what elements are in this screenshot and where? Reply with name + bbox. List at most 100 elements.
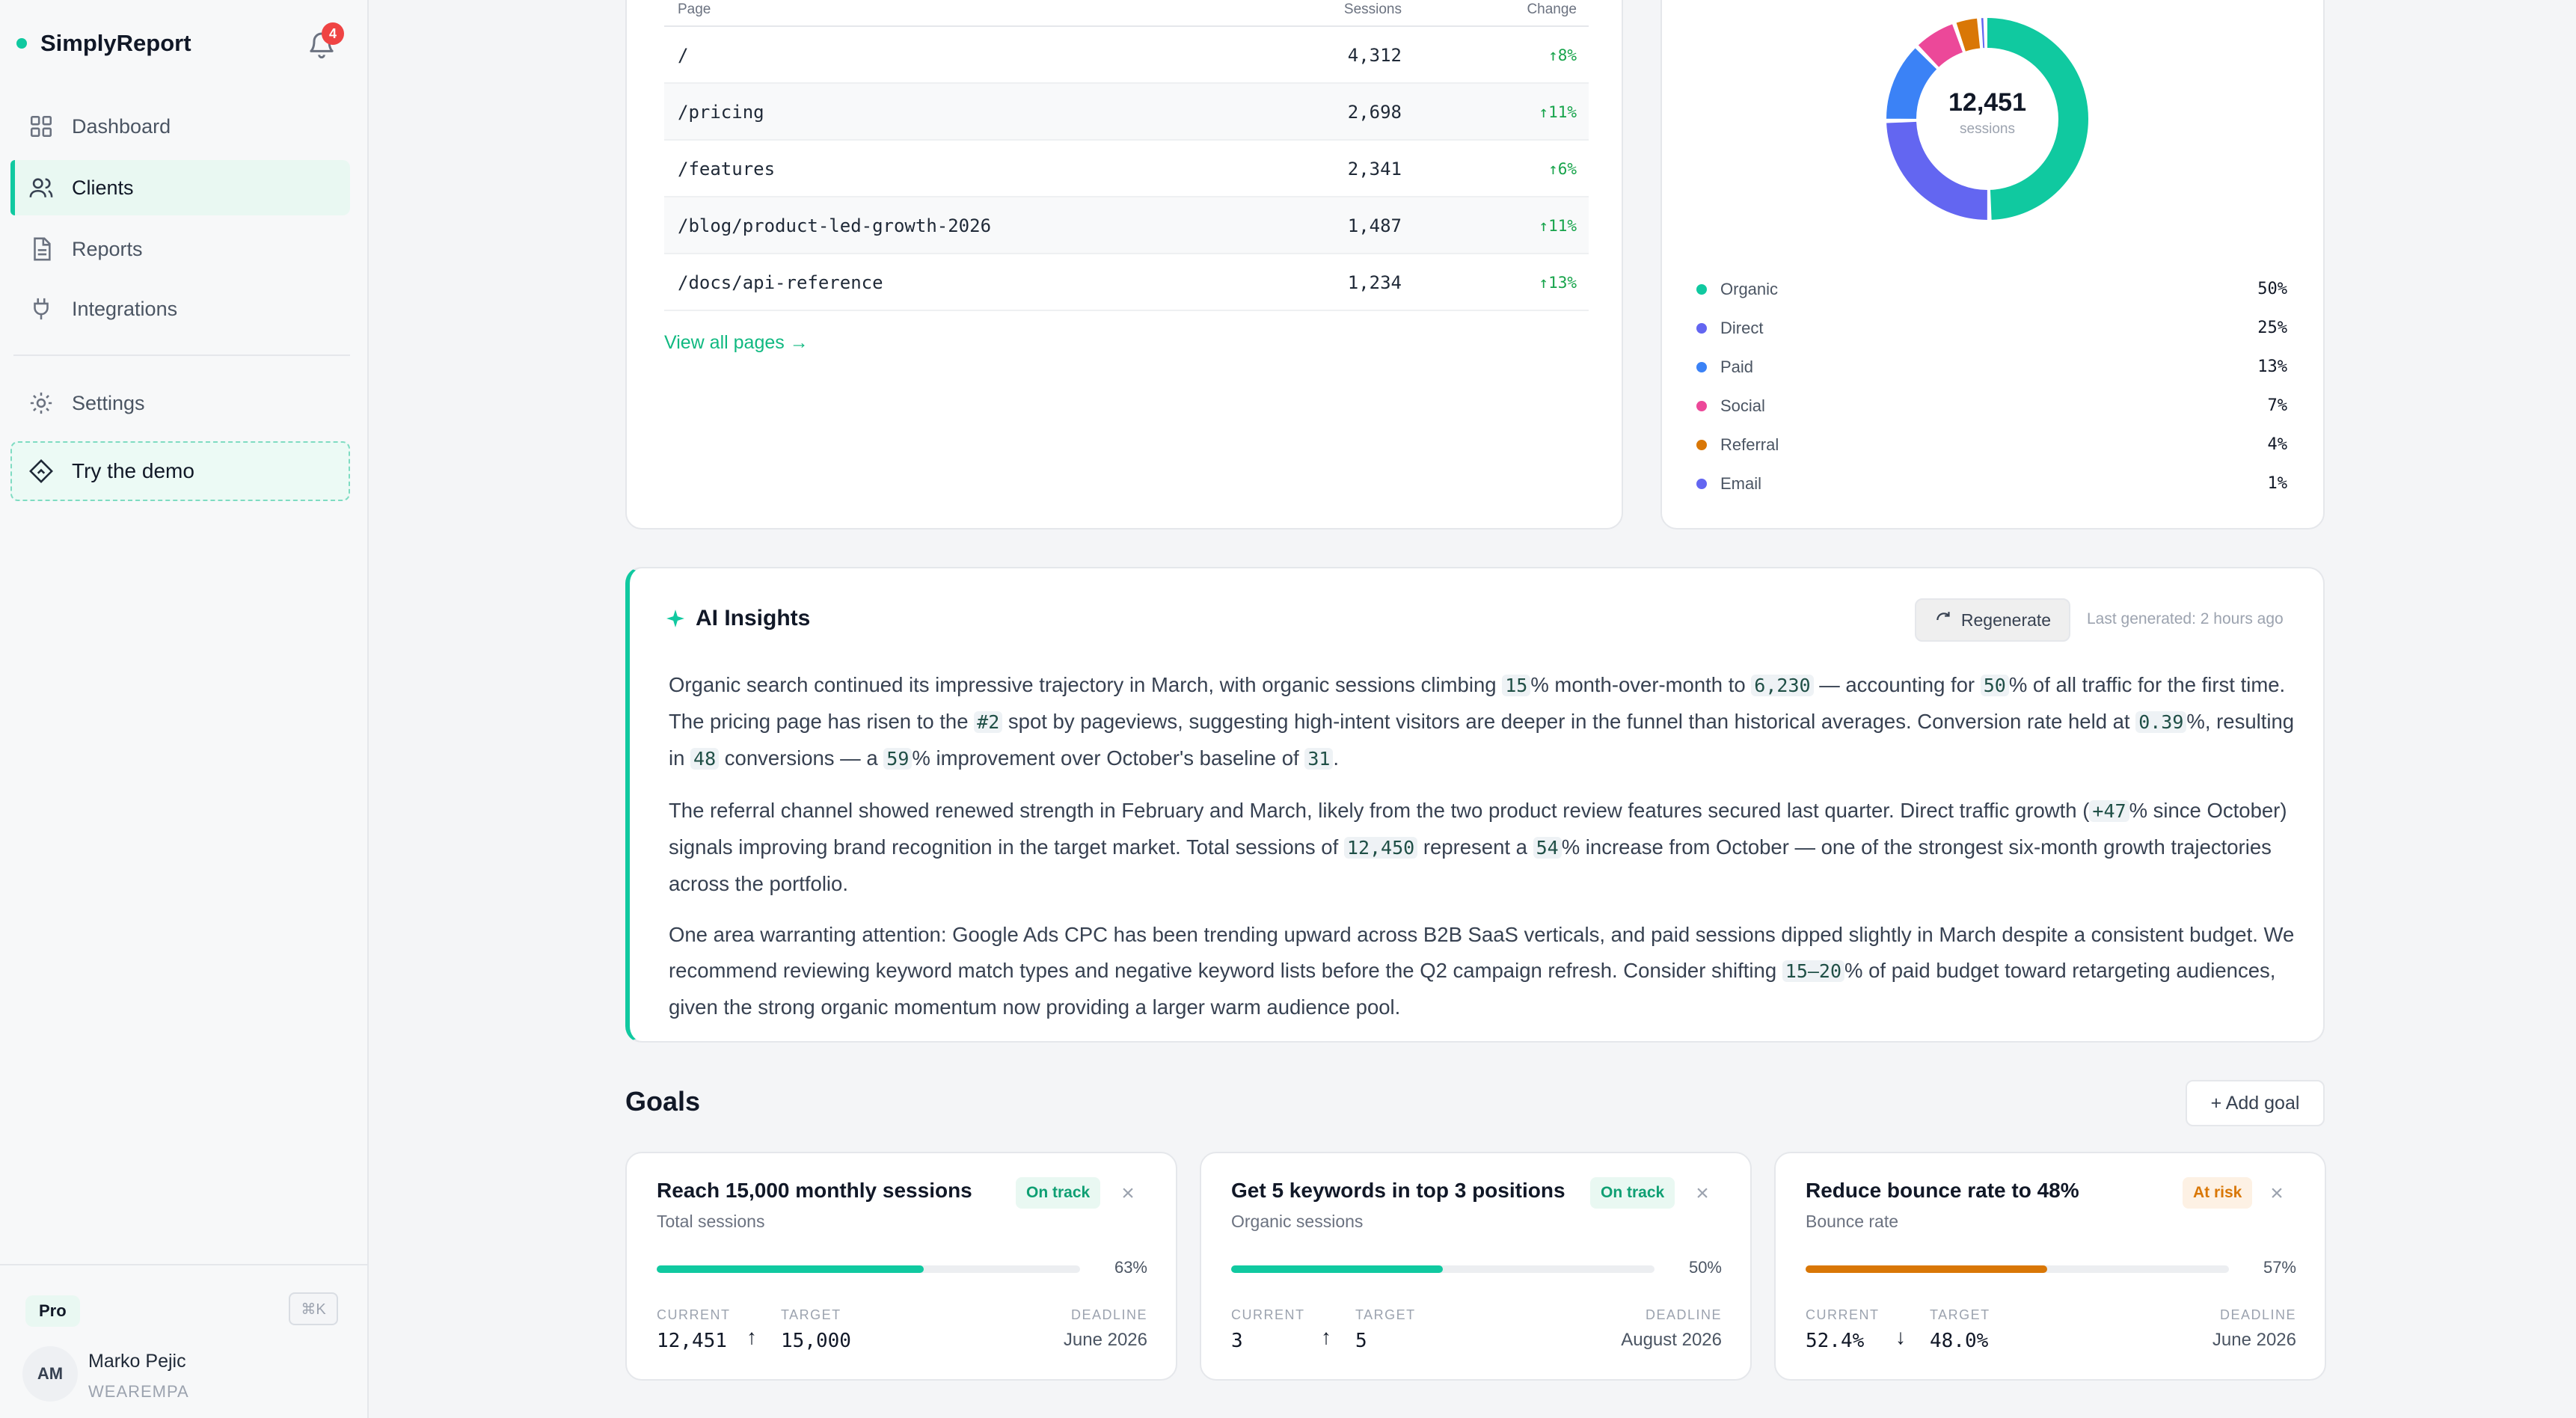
page-change: ↑11%	[1539, 103, 1577, 121]
status-badge: On track	[1590, 1177, 1675, 1209]
legend-label: Referral	[1720, 435, 1779, 454]
sidebar-item-label: Clients	[72, 176, 134, 199]
table-row[interactable]: /blog/product-led-growth-2026 1,487 ↑11%	[664, 197, 1589, 254]
highlight-value: 12,450	[1343, 837, 1418, 859]
close-icon[interactable]: ×	[1696, 1181, 1709, 1206]
add-goal-button[interactable]: + Add goal	[2186, 1080, 2325, 1126]
legend-item-direct: Direct 25%	[1696, 317, 2287, 340]
text: % improvement over October's baseline of	[912, 746, 1305, 770]
page-change: ↑13%	[1539, 274, 1577, 292]
text: — accounting for	[1813, 673, 1981, 696]
avatar[interactable]: AM	[22, 1346, 78, 1402]
progress-label: 57%	[2263, 1258, 2296, 1277]
regenerate-button[interactable]: Regenerate	[1915, 598, 2070, 642]
insight-paragraph: Organic search continued its impressive …	[669, 667, 2299, 777]
legend-dot	[1696, 284, 1707, 295]
trend-arrow-icon: ↑	[746, 1325, 757, 1348]
table-row[interactable]: /docs/api-reference 1,234 ↑13%	[664, 254, 1589, 311]
table-row[interactable]: /features 2,341 ↑6%	[664, 141, 1589, 197]
target-label: TARGET	[1355, 1307, 1416, 1322]
text: conversions — a	[719, 746, 884, 770]
current-label: CURRENT	[1231, 1307, 1305, 1322]
highlight-value: +47	[2089, 800, 2129, 822]
try-demo-button[interactable]: Try the demo	[10, 441, 350, 501]
table-row[interactable]: /pricing 2,698 ↑11%	[664, 84, 1589, 141]
legend-item-social: Social 7%	[1696, 395, 2287, 417]
page-path: /blog/product-led-growth-2026	[678, 215, 992, 236]
sidebar-item-reports[interactable]: Reports	[10, 221, 350, 277]
legend-label: Email	[1720, 474, 1762, 493]
donut-slice-organic	[1886, 18, 2088, 220]
trend-arrow-icon: ↑	[1321, 1325, 1331, 1348]
page-change: ↑11%	[1539, 217, 1577, 235]
text: .	[1333, 746, 1340, 770]
legend-value: 13%	[2257, 357, 2287, 376]
legend-label: Organic	[1720, 280, 1779, 298]
legend-item-paid: Paid 13%	[1696, 356, 2287, 378]
donut-total: 12,451	[1948, 88, 2026, 117]
legend-label: Direct	[1720, 319, 1764, 337]
sidebar-item-label: Integrations	[72, 297, 178, 320]
diamond-icon	[29, 459, 53, 483]
sidebar-item-label: Dashboard	[72, 114, 171, 138]
progress-track	[1231, 1265, 1655, 1273]
regenerate-label: Regenerate	[1960, 610, 2052, 630]
legend-value: 4%	[2267, 435, 2288, 454]
sidebar-item-dashboard[interactable]: Dashboard	[10, 99, 350, 154]
nav-divider	[13, 354, 350, 356]
sidebar-item-label: Settings	[72, 391, 145, 414]
target-label: TARGET	[1930, 1307, 1990, 1322]
close-icon[interactable]: ×	[1121, 1181, 1135, 1206]
view-all-pages-link[interactable]: View all pages →	[664, 332, 809, 353]
bell-icon[interactable]	[307, 28, 337, 61]
legend-dot	[1696, 440, 1707, 450]
brand[interactable]: SimplyReport	[16, 28, 191, 58]
refresh-icon	[1936, 612, 1950, 621]
page-sessions: 1,234	[1347, 272, 1402, 293]
highlight-value: 50	[1980, 675, 2009, 696]
column-header-sessions: Sessions	[1343, 1, 1402, 17]
command-shortcut[interactable]: ⌘K	[289, 1292, 338, 1325]
column-header-page: Page	[678, 1, 711, 17]
try-demo-label: Try the demo	[72, 459, 194, 482]
goal-card[interactable]: Get 5 keywords in top 3 positions Organi…	[1200, 1152, 1752, 1381]
users-icon	[29, 178, 53, 197]
status-badge: On track	[1016, 1177, 1101, 1209]
current-value: 52.4%	[1806, 1330, 1865, 1352]
target-value: 15,000	[781, 1330, 851, 1352]
progress-fill	[1806, 1265, 2047, 1273]
goal-card[interactable]: Reduce bounce rate to 48% Bounce rate At…	[1774, 1152, 2326, 1381]
sidebar-item-clients[interactable]: Clients	[10, 160, 350, 215]
goal-subtitle: Total sessions	[657, 1212, 765, 1231]
legend-item-referral: Referral 4%	[1696, 434, 2287, 456]
text: The referral channel showed renewed stre…	[669, 799, 2090, 822]
legend-item-organic: Organic 50%	[1696, 278, 2287, 301]
page-sessions: 2,341	[1347, 159, 1402, 179]
legend-dot	[1696, 362, 1707, 372]
text: % month-over-month to	[1530, 673, 1752, 696]
sidebar-footer: Pro ⌘K AM Marko Pejic WEAREMPA	[0, 1264, 369, 1418]
text: represent a	[1417, 835, 1533, 859]
goal-subtitle: Organic sessions	[1231, 1212, 1364, 1231]
goal-card[interactable]: Reach 15,000 monthly sessions Total sess…	[625, 1152, 1177, 1381]
close-icon[interactable]: ×	[2270, 1181, 2284, 1206]
ai-insights-title: AI Insights	[666, 606, 810, 631]
last-generated: Last generated: 2 hours ago	[2087, 610, 2284, 627]
goal-title: Reach 15,000 monthly sessions	[657, 1179, 972, 1202]
deadline-value: August 2026	[1621, 1330, 1722, 1350]
page-path: /features	[678, 159, 776, 179]
current-label: CURRENT	[657, 1307, 731, 1322]
sidebar-item-integrations[interactable]: Integrations	[10, 281, 350, 337]
highlight-value: 0.39	[2135, 711, 2187, 733]
goal-title: Get 5 keywords in top 3 positions	[1231, 1179, 1565, 1202]
top-pages-card: Page Sessions Change / 4,312 ↑8% /pricin…	[625, 0, 1623, 530]
highlight-value: 48	[690, 748, 720, 770]
insight-paragraph: One area warranting attention: Google Ad…	[669, 917, 2299, 1025]
table-row[interactable]: / 4,312 ↑8%	[664, 27, 1589, 84]
text: %, resulting in	[669, 710, 2295, 770]
notification-badge: 4	[322, 22, 344, 45]
sidebar-item-settings[interactable]: Settings	[10, 375, 350, 431]
target-value: 48.0%	[1930, 1330, 1989, 1352]
deadline-value: June 2026	[1063, 1330, 1147, 1350]
legend-value: 7%	[2267, 396, 2288, 415]
